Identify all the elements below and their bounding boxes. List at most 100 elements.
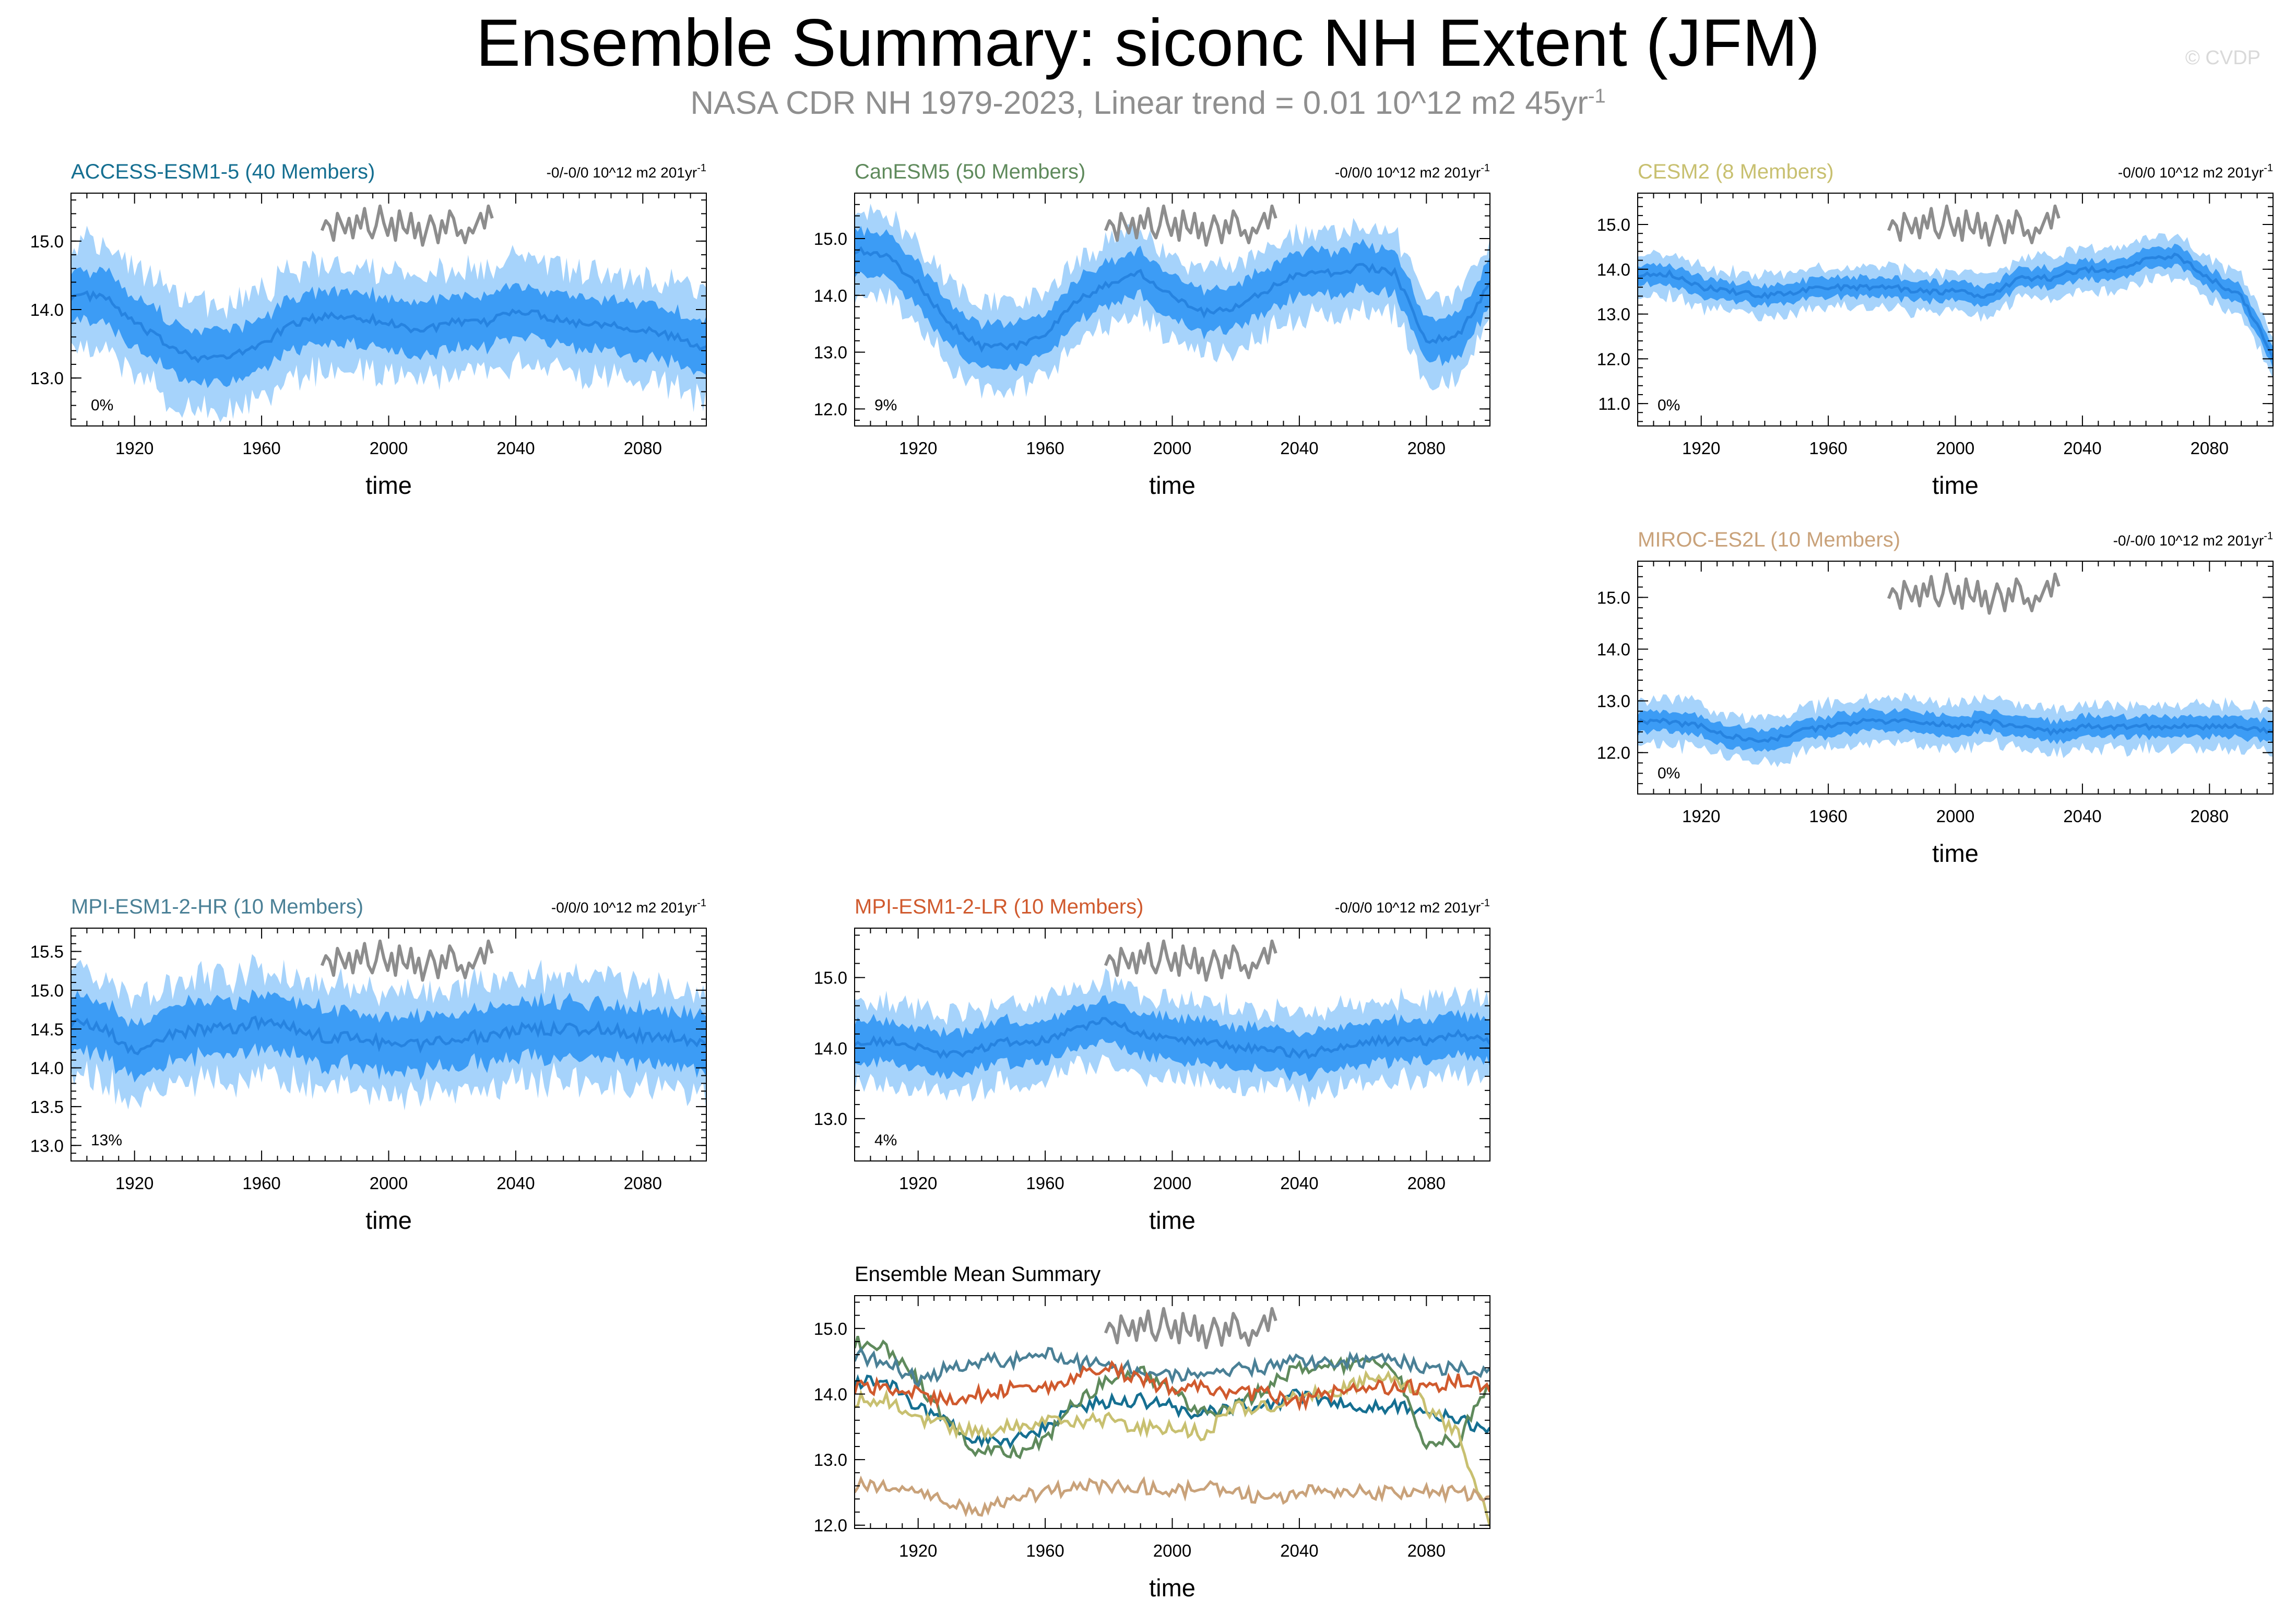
percent-label: 13%	[91, 1132, 122, 1149]
chart-access: 13.0 14.0 15.0 1920 1960 2000 2040 2080 time ACCE…	[30, 160, 707, 499]
trend-label: -0/0/0 10^12 m2 201yr-1	[2118, 162, 2273, 181]
trend-label-exponent: -1	[2264, 530, 2273, 542]
subtitle-text: NASA CDR NH 1979-2023, Linear trend = 0.…	[690, 85, 1588, 121]
y-tick-label: 13.0	[30, 1136, 64, 1155]
chart-canesm: 12.0 13.0 14.0 15.0 1920 1960 2000 2040 2080 time…	[814, 160, 1490, 499]
ensemble-mean-line	[1638, 717, 2273, 743]
y-tick-label: 14.0	[814, 1384, 847, 1404]
x-axis-label: time	[365, 1206, 412, 1234]
ensemble-mean-line	[1638, 252, 2273, 359]
inner-spread-band	[1638, 707, 2273, 752]
y-tick-label: 15.0	[1597, 588, 1630, 607]
x-tick-label: 2080	[2191, 807, 2229, 826]
trend-label-text: -0/-0/0 10^12 m2 201yr	[547, 164, 697, 181]
x-tick-label: 2040	[1280, 1173, 1318, 1193]
x-tick-label: 1960	[1026, 1541, 1064, 1560]
x-tick-label: 1920	[899, 1173, 937, 1193]
plot-area-ensmean	[855, 1335, 1490, 1527]
percent-label: 4%	[874, 1132, 897, 1149]
y-tick-label: 13.0	[30, 369, 64, 388]
subtitle-exponent: -1	[1588, 85, 1606, 108]
y-tick-label: 15.0	[814, 229, 847, 248]
inner-spread-band	[71, 989, 706, 1083]
y-tick-label: 15.0	[30, 981, 64, 1000]
trend-label: -0/0/0 10^12 m2 201yr-1	[551, 897, 706, 916]
cvdp-credit: © CVDP	[2185, 47, 2261, 69]
y-tick-label: 14.0	[1597, 260, 1630, 279]
x-tick-label: 2080	[1407, 1541, 1446, 1560]
trend-label-text: -0/0/0 10^12 m2 201yr	[551, 899, 697, 916]
y-tick-label: 14.0	[814, 1039, 847, 1058]
x-tick-label: 1920	[899, 438, 937, 458]
y-tick-label: 13.0	[814, 1109, 847, 1129]
series-line-mpi-esm1-2-lr	[855, 1360, 1490, 1412]
y-tick-label: 14.0	[30, 300, 64, 319]
y-tick-label: 15.5	[30, 942, 64, 962]
plot-area-mpilr	[855, 968, 1490, 1108]
trend-label-text: -0/-0/0 10^12 m2 201yr	[2113, 532, 2264, 549]
observations-line	[1104, 939, 1277, 982]
observations-line	[1104, 204, 1277, 247]
percent-label: 0%	[1658, 397, 1680, 414]
trend-label-exponent: -1	[697, 162, 706, 174]
trend-label-exponent: -1	[697, 897, 706, 909]
chart-title: CanESM5 (50 Members)	[855, 160, 1085, 183]
trend-label-text: -0/0/0 10^12 m2 201yr	[2118, 164, 2264, 181]
x-axis-label: time	[1149, 1206, 1196, 1234]
y-tick-label: 14.0	[814, 286, 847, 305]
observations-line	[320, 204, 494, 247]
trend-label-exponent: -1	[1481, 897, 1490, 909]
x-tick-label: 1960	[1809, 807, 1847, 826]
y-tick-label: 13.0	[814, 1450, 847, 1469]
y-tick-label: 13.5	[30, 1097, 64, 1117]
figure-header: Ensemble Summary: siconc NH Extent (JFM)…	[0, 0, 2296, 136]
x-tick-label: 1960	[242, 1173, 280, 1193]
observations-line	[1887, 204, 2061, 247]
x-tick-label: 1960	[1809, 438, 1847, 458]
plot-area-miroc	[1638, 692, 2273, 767]
chart-title: MPI-ESM1-2-LR (10 Members)	[855, 895, 1143, 918]
chart-title: MPI-ESM1-2-HR (10 Members)	[71, 895, 363, 918]
x-tick-label: 1920	[1682, 438, 1720, 458]
chart-title: MIROC-ES2L (10 Members)	[1638, 528, 1900, 551]
y-tick-label: 12.0	[1597, 743, 1630, 763]
x-tick-label: 2000	[1936, 807, 1974, 826]
x-axis-label: time	[1149, 1574, 1196, 1602]
inner-spread-band	[855, 226, 1490, 371]
observations-line	[1104, 1307, 1277, 1349]
y-tick-label: 12.0	[814, 1516, 847, 1535]
chart-miroc: 12.0 13.0 14.0 15.0 1920 1960 2000 2040 2080 time…	[1597, 528, 2274, 867]
ensemble-mean-line	[855, 246, 1490, 353]
x-axis-label: time	[1149, 471, 1196, 499]
ensemble-mean-line	[71, 1015, 706, 1056]
trend-label: -0/0/0 10^12 m2 201yr-1	[1335, 897, 1490, 916]
percent-label: 0%	[91, 397, 113, 414]
chart-title: CESM2 (8 Members)	[1638, 160, 1834, 183]
x-tick-label: 1920	[899, 1541, 937, 1560]
y-tick-label: 15.0	[30, 232, 64, 251]
x-tick-label: 2080	[1407, 1173, 1446, 1193]
x-tick-label: 1920	[115, 1173, 153, 1193]
x-tick-label: 1960	[1026, 1173, 1064, 1193]
y-tick-label: 13.0	[1597, 305, 1630, 324]
y-tick-label: 11.0	[1598, 394, 1630, 413]
x-tick-label: 2080	[2191, 438, 2229, 458]
chart-mpihr: 13.0 13.5 14.0 14.5 15.0 15.5 1920 1960 2000 2040…	[30, 895, 707, 1234]
x-tick-label: 2080	[1407, 438, 1446, 458]
y-tick-label: 12.0	[814, 399, 847, 419]
chart-title: ACCESS-ESM1-5 (40 Members)	[71, 160, 375, 183]
x-axis-label: time	[1932, 471, 1979, 499]
x-tick-label: 2000	[370, 438, 408, 458]
plot-area-canesm	[855, 204, 1490, 399]
figure-subtitle: NASA CDR NH 1979-2023, Linear trend = 0.…	[0, 82, 2296, 124]
series-line-mpi-esm1-2-hr	[855, 1347, 1490, 1388]
x-tick-label: 2080	[624, 438, 662, 458]
x-tick-label: 1960	[242, 438, 280, 458]
chart-mpilr: 13.0 14.0 15.0 1920 1960 2000 2040 2080 time MPI-…	[814, 895, 1490, 1234]
x-tick-label: 1960	[1026, 438, 1064, 458]
x-tick-label: 2040	[2063, 438, 2101, 458]
figure-title: Ensemble Summary: siconc NH Extent (JFM)	[476, 6, 1820, 80]
x-axis-label: time	[1932, 839, 1979, 867]
plot-area-cesm2	[1638, 233, 2273, 379]
